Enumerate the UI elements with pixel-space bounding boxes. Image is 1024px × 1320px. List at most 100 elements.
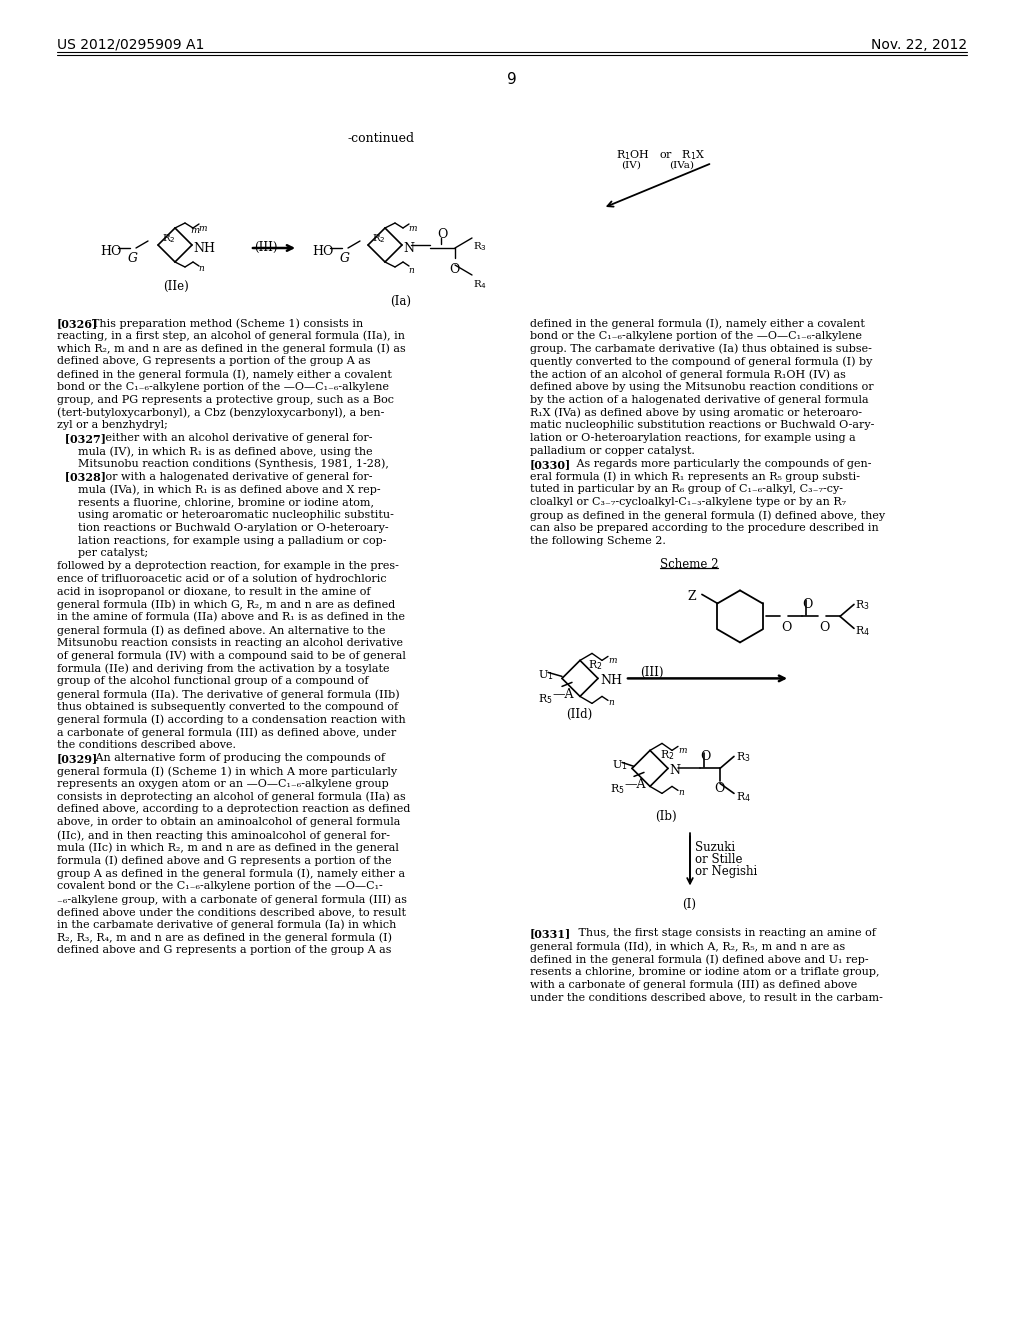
Text: R$_5$: R$_5$ bbox=[538, 693, 553, 706]
Text: (I): (I) bbox=[682, 899, 696, 911]
Text: (IV): (IV) bbox=[621, 161, 641, 170]
Text: Mitsunobu reaction conditions (Synthesis, 1981, 1-28),: Mitsunobu reaction conditions (Synthesis… bbox=[57, 459, 389, 470]
Text: [0331]: [0331] bbox=[530, 928, 571, 940]
Text: followed by a deprotection reaction, for example in the pres-: followed by a deprotection reaction, for… bbox=[57, 561, 399, 572]
Text: O: O bbox=[449, 263, 460, 276]
Text: in the carbamate derivative of general formula (Ia) in which: in the carbamate derivative of general f… bbox=[57, 920, 396, 931]
Text: This preparation method (Scheme 1) consists in: This preparation method (Scheme 1) consi… bbox=[85, 318, 364, 329]
Text: group A as defined in the general formula (I), namely either a: group A as defined in the general formul… bbox=[57, 869, 406, 879]
Text: —A: —A bbox=[624, 779, 645, 792]
Text: N: N bbox=[669, 764, 680, 777]
Text: [0330]: [0330] bbox=[530, 459, 571, 470]
Text: N: N bbox=[403, 242, 414, 255]
Text: [0326]: [0326] bbox=[57, 318, 98, 329]
Text: O: O bbox=[714, 783, 724, 796]
Text: bond or the C₁₋₆-alkylene portion of the —O—C₁₋₆-alkylene: bond or the C₁₋₆-alkylene portion of the… bbox=[57, 381, 389, 392]
Text: formula (IIe) and deriving from the activation by a tosylate: formula (IIe) and deriving from the acti… bbox=[57, 664, 389, 675]
Text: formula (I) defined above and G represents a portion of the: formula (I) defined above and G represen… bbox=[57, 855, 391, 866]
Text: (IVa): (IVa) bbox=[669, 161, 694, 170]
Text: [0329]: [0329] bbox=[57, 754, 98, 764]
Text: O: O bbox=[802, 598, 812, 611]
Text: under the conditions described above, to result in the carbam-: under the conditions described above, to… bbox=[530, 993, 883, 1002]
Text: O: O bbox=[700, 750, 711, 763]
Text: lation reactions, for example using a palladium or cop-: lation reactions, for example using a pa… bbox=[57, 536, 386, 545]
Text: n: n bbox=[408, 267, 414, 275]
Text: above, in order to obtain an aminoalcohol of general formula: above, in order to obtain an aminoalcoho… bbox=[57, 817, 400, 828]
Text: eral formula (I) in which R₁ represents an R₅ group substi-: eral formula (I) in which R₁ represents … bbox=[530, 471, 860, 482]
Text: cloalkyl or C₃₋₇-cycloalkyl-C₁₋₃-alkylene type or by an R₇: cloalkyl or C₃₋₇-cycloalkyl-C₁₋₃-alkylen… bbox=[530, 498, 846, 507]
Text: acid in isopropanol or dioxane, to result in the amine of: acid in isopropanol or dioxane, to resul… bbox=[57, 587, 371, 597]
Text: per catalyst;: per catalyst; bbox=[57, 548, 148, 558]
Text: n: n bbox=[678, 788, 684, 797]
Text: matic nucleophilic substitution reactions or Buchwald O-ary-: matic nucleophilic substitution reaction… bbox=[530, 420, 874, 430]
Text: general formula (IId), in which A, R₂, R₅, m and n are as: general formula (IId), in which A, R₂, R… bbox=[530, 941, 845, 952]
Text: [0327]: [0327] bbox=[57, 433, 106, 445]
Text: (Ia): (Ia) bbox=[390, 294, 411, 308]
Text: tion reactions or Buchwald O-arylation or O-heteroary-: tion reactions or Buchwald O-arylation o… bbox=[57, 523, 389, 533]
Text: G: G bbox=[128, 252, 138, 265]
Text: Mitsunobu reaction consists in reacting an alcohol derivative: Mitsunobu reaction consists in reacting … bbox=[57, 638, 403, 648]
Text: represents an oxygen atom or an —O—C₁₋₆-alkylene group: represents an oxygen atom or an —O—C₁₋₆-… bbox=[57, 779, 389, 789]
Text: resents a chlorine, bromine or iodine atom or a triflate group,: resents a chlorine, bromine or iodine at… bbox=[530, 966, 880, 977]
Text: R₂, R₃, R₄, m and n are as defined in the general formula (I): R₂, R₃, R₄, m and n are as defined in th… bbox=[57, 932, 392, 942]
Text: O: O bbox=[781, 622, 792, 635]
Text: reacting, in a first step, an alcohol of general formula (IIa), in: reacting, in a first step, an alcohol of… bbox=[57, 331, 406, 342]
Text: defined in the general formula (I) defined above and U₁ rep-: defined in the general formula (I) defin… bbox=[530, 954, 868, 965]
Text: or with a halogenated derivative of general for-: or with a halogenated derivative of gene… bbox=[94, 471, 372, 482]
Text: general formula (I) (Scheme 1) in which A more particularly: general formula (I) (Scheme 1) in which … bbox=[57, 766, 397, 776]
Text: defined above, G represents a portion of the group A as: defined above, G represents a portion of… bbox=[57, 356, 371, 367]
Text: R$_1$OH   or   R$_1$X: R$_1$OH or R$_1$X bbox=[616, 148, 706, 162]
Text: (IIc), and in then reacting this aminoalcohol of general for-: (IIc), and in then reacting this aminoal… bbox=[57, 830, 390, 841]
Text: which R₂, m and n are as defined in the general formula (I) as: which R₂, m and n are as defined in the … bbox=[57, 343, 406, 354]
Text: R$_2$: R$_2$ bbox=[162, 232, 176, 244]
Text: quently converted to the compound of general formula (I) by: quently converted to the compound of gen… bbox=[530, 356, 872, 367]
Text: 9: 9 bbox=[507, 73, 517, 87]
Text: bond or the C₁₋₆-alkylene portion of the —O—C₁₋₆-alkylene: bond or the C₁₋₆-alkylene portion of the… bbox=[530, 331, 862, 341]
Text: G: G bbox=[340, 252, 350, 265]
Text: HO: HO bbox=[312, 246, 334, 257]
Text: n: n bbox=[198, 264, 204, 273]
Text: can also be prepared according to the procedure described in: can also be prepared according to the pr… bbox=[530, 523, 879, 533]
Text: group as defined in the general formula (I) defined above, they: group as defined in the general formula … bbox=[530, 510, 885, 520]
Text: U$_1$: U$_1$ bbox=[538, 668, 554, 682]
Text: m: m bbox=[608, 656, 616, 665]
Text: (III): (III) bbox=[254, 242, 278, 253]
Text: US 2012/0295909 A1: US 2012/0295909 A1 bbox=[57, 38, 205, 51]
Text: tuted in particular by an R₆ group of C₁₋₆-alkyl, C₃₋₇-cy-: tuted in particular by an R₆ group of C₁… bbox=[530, 484, 843, 495]
Text: R$_3$: R$_3$ bbox=[855, 598, 869, 612]
Text: Nov. 22, 2012: Nov. 22, 2012 bbox=[870, 38, 967, 51]
Text: defined above by using the Mitsunobu reaction conditions or: defined above by using the Mitsunobu rea… bbox=[530, 381, 873, 392]
Text: defined above and G represents a portion of the group A as: defined above and G represents a portion… bbox=[57, 945, 391, 956]
Text: R$_4$: R$_4$ bbox=[855, 624, 870, 638]
Text: m: m bbox=[678, 746, 686, 755]
Text: defined in the general formula (I), namely either a covalent: defined in the general formula (I), name… bbox=[57, 370, 392, 380]
Text: Z: Z bbox=[688, 590, 696, 603]
Text: -continued: -continued bbox=[348, 132, 415, 145]
Text: resents a fluorine, chlorine, bromine or iodine atom,: resents a fluorine, chlorine, bromine or… bbox=[57, 498, 374, 507]
Text: (Ib): (Ib) bbox=[655, 810, 677, 824]
Text: mula (IVa), in which R₁ is as defined above and X rep-: mula (IVa), in which R₁ is as defined ab… bbox=[57, 484, 381, 495]
Text: general formula (I) according to a condensation reaction with: general formula (I) according to a conde… bbox=[57, 715, 406, 726]
Text: NH: NH bbox=[600, 675, 622, 688]
Text: (IId): (IId) bbox=[566, 709, 592, 722]
Text: lation or O-heteroarylation reactions, for example using a: lation or O-heteroarylation reactions, f… bbox=[530, 433, 856, 444]
Text: or Stille: or Stille bbox=[695, 854, 742, 866]
Text: R$_5$: R$_5$ bbox=[610, 783, 625, 796]
Text: R$_2$: R$_2$ bbox=[588, 659, 602, 672]
Text: As regards more particularly the compounds of gen-: As regards more particularly the compoun… bbox=[566, 459, 871, 469]
Text: (tert-butyloxycarbonyl), a Cbz (benzyloxycarbonyl), a ben-: (tert-butyloxycarbonyl), a Cbz (benzylox… bbox=[57, 408, 384, 418]
Text: mula (IIc) in which R₂, m and n are as defined in the general: mula (IIc) in which R₂, m and n are as d… bbox=[57, 842, 399, 853]
Text: Suzuki: Suzuki bbox=[695, 841, 735, 854]
Text: or Negishi: or Negishi bbox=[695, 866, 758, 878]
Text: R$_4$: R$_4$ bbox=[473, 279, 487, 290]
Text: general formula (IIb) in which G, R₂, m and n are as defined: general formula (IIb) in which G, R₂, m … bbox=[57, 599, 395, 610]
Text: thus obtained is subsequently converted to the compound of: thus obtained is subsequently converted … bbox=[57, 702, 398, 711]
Text: group, and PG represents a protective group, such as a Boc: group, and PG represents a protective gr… bbox=[57, 395, 394, 405]
Text: using aromatic or heteroaromatic nucleophilic substitu-: using aromatic or heteroaromatic nucleop… bbox=[57, 510, 394, 520]
Text: defined above under the conditions described above, to result: defined above under the conditions descr… bbox=[57, 907, 406, 917]
Text: group of the alcohol functional group of a compound of: group of the alcohol functional group of… bbox=[57, 676, 369, 686]
Text: ₋₆-alkylene group, with a carbonate of general formula (III) as: ₋₆-alkylene group, with a carbonate of g… bbox=[57, 894, 407, 904]
Text: [0328]: [0328] bbox=[57, 471, 106, 483]
Text: R$_2$: R$_2$ bbox=[372, 232, 386, 244]
Text: mula (IV), in which R₁ is as defined above, using the: mula (IV), in which R₁ is as defined abo… bbox=[57, 446, 373, 457]
